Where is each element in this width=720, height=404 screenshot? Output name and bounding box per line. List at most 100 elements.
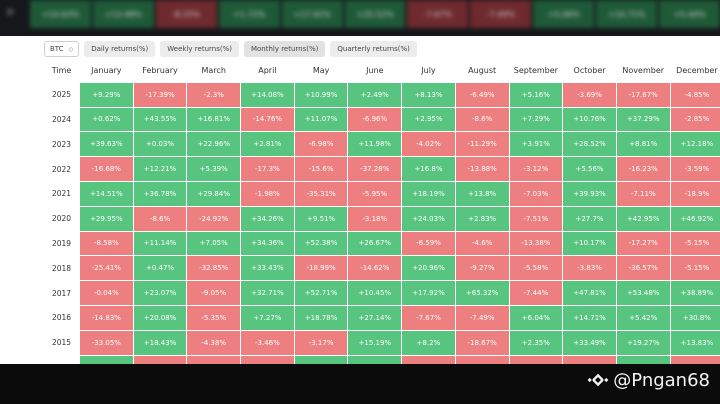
blurred-cell: +14.63%: [30, 0, 91, 28]
return-cell: +9.29%: [80, 82, 133, 108]
return-cell: -31.03%: [133, 355, 187, 364]
year-label: 2015: [44, 330, 79, 356]
return-cell: +18.78%: [294, 305, 348, 331]
return-cell: -35.31%: [294, 181, 348, 207]
return-cell: +22.96%: [187, 132, 241, 158]
return-cell: +42.95%: [616, 206, 670, 232]
return-cell: -18.9%: [670, 181, 720, 207]
return-cell: +20.96%: [402, 256, 455, 282]
return-cell: +2.49%: [348, 82, 402, 108]
asset-select[interactable]: BTC ◇: [44, 41, 80, 57]
return-cell: -5.15%: [670, 256, 720, 282]
return-cell: +7.29%: [509, 107, 563, 133]
return-cell: +27.14%: [348, 305, 402, 331]
return-cell: +17.92%: [402, 281, 455, 306]
return-cell: +33.49%: [563, 330, 616, 356]
blurred-cell: +25.52%: [344, 0, 406, 28]
return-cell: +65.32%: [455, 281, 509, 306]
tab-quarterly-returns[interactable]: Quarterly returns(%): [330, 41, 417, 57]
return-cell: +37.29%: [616, 107, 670, 133]
tab-weekly-returns[interactable]: Weekly returns(%): [160, 41, 239, 57]
return-cell: +43.55%: [133, 107, 187, 133]
return-cell: -7.11%: [616, 181, 670, 207]
return-cell: +29.95%: [80, 206, 133, 232]
blurred-cell: +5.06%: [533, 0, 595, 28]
return-cell: -5.15%: [670, 231, 720, 257]
return-cell: +5.16%: [509, 82, 563, 108]
return-cell: -1.6%: [241, 355, 294, 364]
month-header-march: March: [187, 58, 241, 83]
return-cell: -8.58%: [80, 231, 133, 257]
return-cell: +39.93%: [563, 181, 616, 207]
return-cell: -3.12%: [509, 157, 563, 182]
month-header-october: October: [563, 58, 616, 83]
return-cell: -17.39%: [133, 82, 187, 108]
return-cell: +2.35%: [509, 330, 563, 356]
return-cell: -7.03%: [509, 181, 563, 207]
year-label: 2017: [44, 281, 79, 306]
return-cell: +12.82%: [616, 355, 670, 364]
year-label: 2020: [44, 206, 79, 232]
return-cell: -0.04%: [80, 281, 133, 306]
return-cell: +2.83%: [455, 206, 509, 232]
return-cell: +38.89%: [670, 281, 720, 306]
return-cell: +28.52%: [563, 132, 616, 158]
month-header-november: November: [616, 58, 670, 83]
return-cell: +6.04%: [509, 305, 563, 331]
blurred-cell: +13.48%: [92, 0, 154, 28]
asset-select-value: BTC: [50, 45, 64, 53]
return-cell: +2.2%: [348, 355, 402, 364]
return-cell: +11.98%: [348, 132, 402, 158]
month-header-april: April: [241, 58, 294, 83]
month-header-september: September: [509, 58, 563, 83]
return-cell: +3.91%: [509, 132, 563, 158]
tab-monthly-returns[interactable]: Monthly returns(%): [243, 41, 326, 57]
blurred-cell: +1.72%: [218, 0, 280, 28]
return-cell: -5.58%: [509, 256, 563, 282]
return-cell: -3.18%: [348, 206, 402, 232]
return-cell: -9.27%: [455, 256, 509, 282]
return-cell: -12.95%: [563, 355, 616, 364]
return-cell: -7.51%: [509, 206, 563, 232]
return-cell: +14.51%: [80, 181, 133, 207]
return-cell: -16.23%: [616, 157, 670, 182]
month-header-june: June: [348, 58, 402, 83]
year-label: 2019: [44, 231, 79, 257]
return-cell: -37.28%: [348, 157, 402, 182]
return-cell: -8.6%: [455, 107, 509, 133]
month-header-february: February: [133, 58, 187, 83]
return-cell: -4.85%: [670, 82, 720, 108]
time-header: Time: [44, 58, 79, 83]
select-caret-icon: ◇: [68, 45, 74, 53]
blurred-label: ⊕: [6, 7, 15, 18]
return-cell: -5.95%: [348, 181, 402, 207]
return-cell: -7.44%: [509, 281, 563, 306]
return-cell: -1.98%: [241, 181, 294, 207]
return-cell: -3.17%: [294, 330, 348, 356]
year-label: 2021: [44, 181, 79, 207]
year-label: 2022: [44, 157, 79, 182]
watermark: @Pngan68: [587, 369, 710, 391]
return-cell: -13.38%: [509, 231, 563, 257]
return-cell: +34.26%: [241, 206, 294, 232]
return-cell: +14.71%: [563, 305, 616, 331]
return-cell: -15.11%: [670, 355, 720, 364]
return-cell: -6.49%: [455, 82, 509, 108]
return-cell: +10.17%: [563, 231, 616, 257]
return-cell: -32.85%: [187, 256, 241, 282]
tab-daily-returns[interactable]: Daily returns(%): [84, 41, 156, 57]
return-cell: -4.6%: [455, 231, 509, 257]
return-cell: +10.76%: [563, 107, 616, 133]
return-cell: +10.03%: [80, 355, 133, 364]
return-cell: -2.85%: [670, 107, 720, 133]
blurred-cell: +5.44%: [659, 0, 720, 28]
blurred-cell: +17.92%: [281, 0, 343, 28]
return-cell: -3.46%: [241, 330, 294, 356]
year-label: 2018: [44, 256, 79, 282]
return-cell: +46.92%: [670, 206, 720, 232]
return-cell: -14.83%: [80, 305, 133, 331]
return-cell: +18.43%: [133, 330, 187, 356]
watermark-text: @Pngan68: [613, 369, 710, 391]
return-cell: +30.8%: [670, 305, 720, 331]
return-cell: -15.6%: [294, 157, 348, 182]
